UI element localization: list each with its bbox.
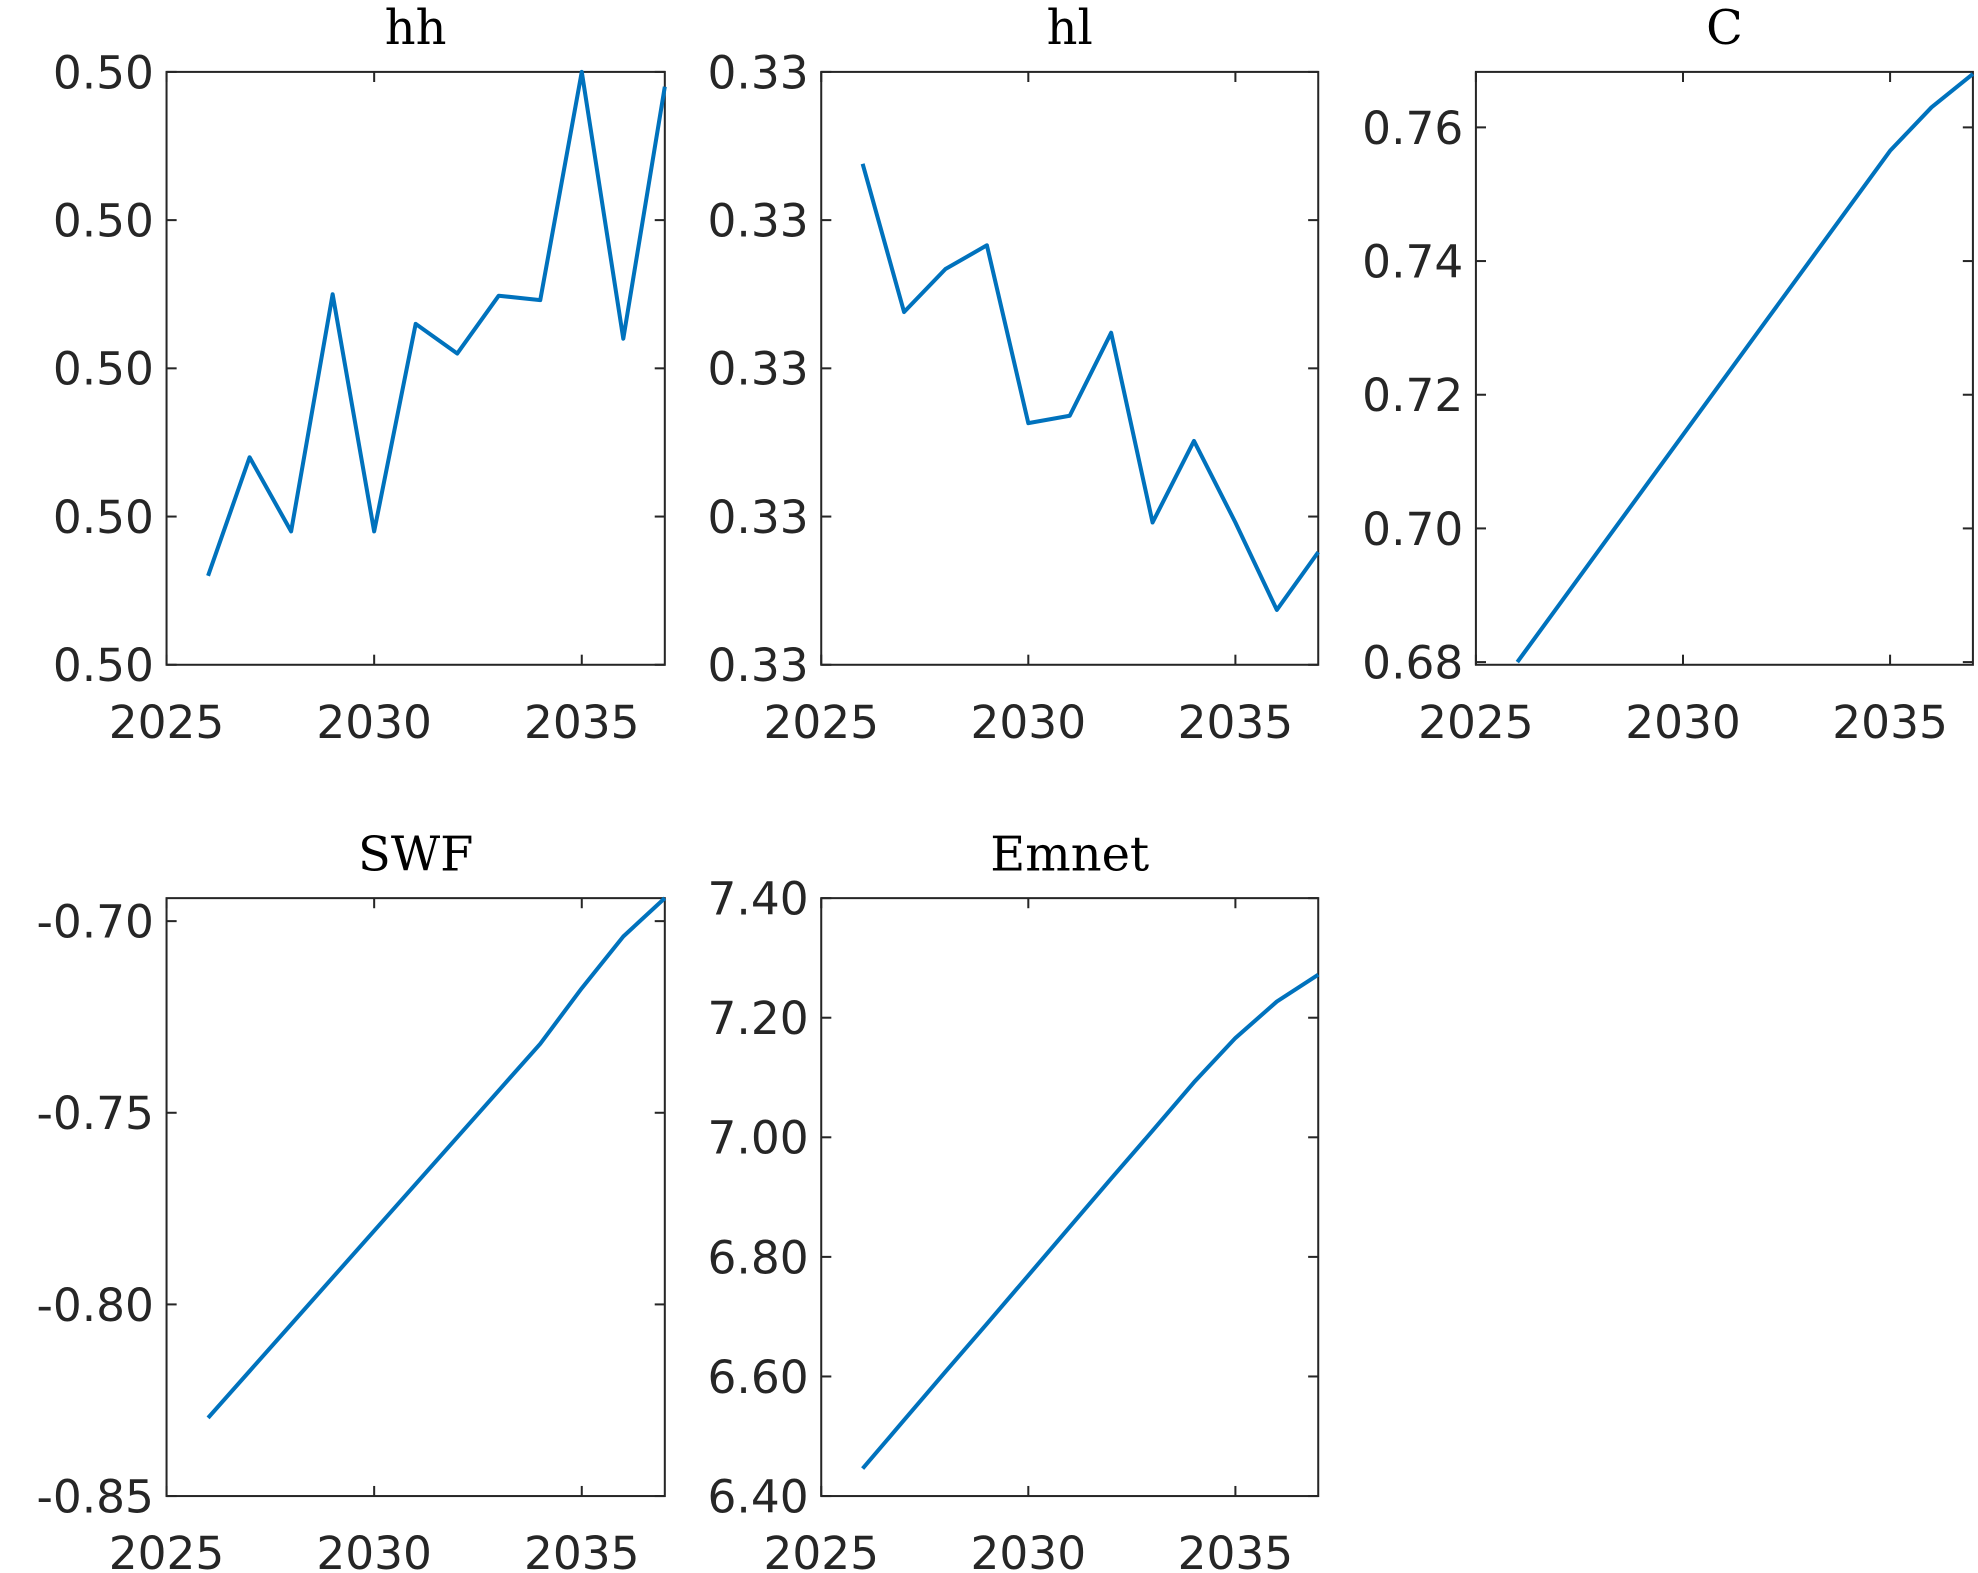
plot-area bbox=[820, 70, 1320, 666]
chart-title: SWF bbox=[358, 827, 473, 882]
x-tick-label: 2025 bbox=[763, 696, 879, 749]
y-tick-label: -0.75 bbox=[36, 1087, 153, 1140]
y-tick-label: 7.20 bbox=[708, 992, 809, 1045]
y-tick-label: 0.33 bbox=[708, 639, 809, 692]
y-tick-label: -0.85 bbox=[36, 1470, 153, 1523]
x-tick-label: 2030 bbox=[316, 696, 432, 749]
y-tick-label: 0.70 bbox=[1362, 503, 1463, 556]
chart-title: hl bbox=[1047, 1, 1093, 56]
y-tick-label: 0.68 bbox=[1362, 636, 1463, 689]
y-tick-label: 0.50 bbox=[53, 46, 154, 99]
x-tick-label: 2025 bbox=[1418, 696, 1534, 749]
y-tick-label: 7.00 bbox=[708, 1112, 809, 1165]
y-tick-label: 0.76 bbox=[1362, 102, 1463, 155]
x-tick-label: 2035 bbox=[524, 1527, 640, 1573]
x-tick-label: 2030 bbox=[971, 1527, 1087, 1573]
y-tick-label: 7.40 bbox=[708, 873, 809, 926]
data-line bbox=[861, 972, 1320, 1470]
x-tick-label: 2025 bbox=[109, 1527, 225, 1573]
y-tick-label: 6.80 bbox=[708, 1231, 809, 1284]
data-line bbox=[206, 69, 667, 577]
x-tick-label: 2030 bbox=[316, 1527, 432, 1573]
plot-area bbox=[165, 897, 666, 1498]
y-tick-label: 0.33 bbox=[708, 491, 809, 544]
y-tick-label: 0.33 bbox=[708, 343, 809, 396]
plot-area bbox=[165, 70, 666, 666]
x-tick-label: 2035 bbox=[1832, 696, 1948, 749]
x-tick-label: 2025 bbox=[763, 1527, 879, 1573]
data-line bbox=[860, 163, 1320, 612]
y-tick-label: 0.74 bbox=[1362, 235, 1463, 288]
y-tick-label: 0.50 bbox=[53, 639, 154, 692]
y-tick-label: 6.40 bbox=[708, 1470, 809, 1523]
chart-title: hh bbox=[385, 1, 447, 56]
y-tick-label: 0.50 bbox=[53, 195, 154, 248]
x-tick-label: 2025 bbox=[109, 696, 225, 749]
chart-title: C bbox=[1706, 1, 1743, 56]
y-tick-label: 0.33 bbox=[708, 46, 809, 99]
y-tick-label: 0.50 bbox=[53, 491, 154, 544]
x-tick-label: 2030 bbox=[1625, 696, 1741, 749]
x-tick-label: 2035 bbox=[524, 696, 640, 749]
y-tick-label: 6.60 bbox=[708, 1351, 809, 1404]
plot-area bbox=[1474, 70, 1974, 666]
plot-area bbox=[820, 897, 1320, 1498]
x-tick-label: 2035 bbox=[1178, 696, 1294, 749]
y-tick-label: 0.72 bbox=[1362, 369, 1463, 422]
y-tick-label: 0.50 bbox=[53, 343, 154, 396]
chart-title: Emnet bbox=[990, 827, 1149, 882]
y-tick-label: -0.80 bbox=[36, 1279, 153, 1332]
y-tick-label: -0.70 bbox=[36, 896, 153, 949]
data-line bbox=[1515, 72, 1975, 664]
x-tick-label: 2035 bbox=[1178, 1527, 1294, 1573]
x-tick-label: 2030 bbox=[971, 696, 1087, 749]
data-line bbox=[206, 896, 667, 1420]
y-tick-label: 0.33 bbox=[708, 195, 809, 248]
